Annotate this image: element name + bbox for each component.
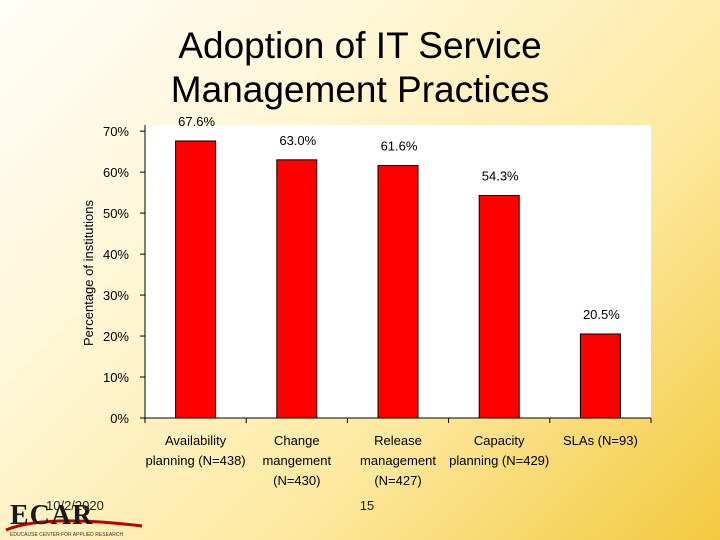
- bar: [377, 165, 419, 419]
- x-tick-label: Release: [374, 433, 422, 448]
- x-tick-label: SLAs (N=93): [563, 433, 638, 448]
- bar: [579, 333, 621, 419]
- x-tick-label: planning (N=438): [146, 453, 246, 468]
- y-axis-title: Percentage of institutions: [81, 200, 96, 346]
- y-tick-label: 0%: [110, 411, 129, 426]
- y-tick-label: 60%: [103, 165, 129, 180]
- x-tick-label: management: [360, 453, 436, 468]
- x-tick-label: planning (N=429): [449, 453, 549, 468]
- y-tick-label: 70%: [103, 124, 129, 139]
- y-tick-label: 20%: [103, 329, 129, 344]
- bar: [478, 194, 520, 419]
- slide-title: Adoption of IT Service Management Practi…: [110, 24, 610, 112]
- y-tick-label: 30%: [103, 288, 129, 303]
- page-number: 15: [359, 498, 375, 513]
- footer-date: 10/2/2020: [46, 498, 104, 513]
- data-label: 54.3%: [482, 168, 519, 183]
- y-tick-label: 50%: [103, 206, 129, 221]
- y-tick-label: 40%: [103, 247, 129, 262]
- x-tick-label: Availability: [165, 433, 227, 448]
- x-tick-label: (N=427): [374, 473, 421, 488]
- svg-text:EDUCAUSE CENTER FOR APPLIED RE: EDUCAUSE CENTER FOR APPLIED RESEARCH: [10, 532, 123, 538]
- bar: [175, 140, 217, 419]
- data-label: 61.6%: [381, 139, 418, 154]
- data-label: 63.0%: [279, 133, 316, 148]
- ecar-logo: ECAR EDUCAUSE CENTER FOR APPLIED RESEARC…: [5, 500, 143, 538]
- x-tick-label: Capacity: [474, 433, 525, 448]
- y-tick-label: 10%: [103, 370, 129, 385]
- x-tick-label: mangement: [262, 453, 331, 468]
- bar: [276, 159, 318, 419]
- svg-text:ECAR: ECAR: [10, 500, 93, 531]
- x-tick-label: (N=430): [273, 473, 320, 488]
- title-line-1: Adoption of IT Service: [178, 25, 542, 66]
- data-label: 67.6%: [178, 114, 215, 129]
- data-label: 20.5%: [583, 307, 620, 322]
- title-line-2: Management Practices: [170, 69, 550, 110]
- x-tick-label: Change: [274, 433, 320, 448]
